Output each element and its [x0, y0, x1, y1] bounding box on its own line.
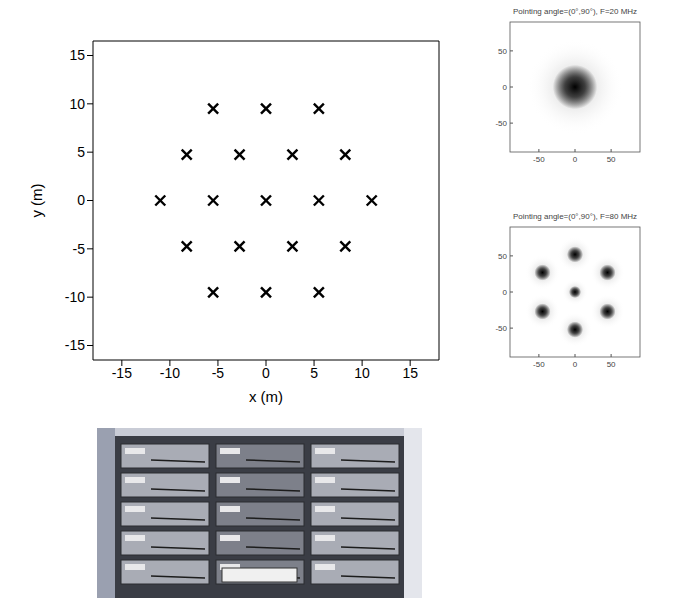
- svg-text:0: 0: [503, 83, 508, 92]
- svg-text:-15: -15: [65, 337, 85, 353]
- svg-text:Pointing angle=(0°,90°), F=20: Pointing angle=(0°,90°), F=20 MHz: [513, 7, 637, 16]
- svg-text:-50: -50: [533, 155, 545, 164]
- svg-text:-10: -10: [65, 289, 85, 305]
- svg-text:-50: -50: [495, 324, 507, 333]
- svg-text:0: 0: [573, 360, 578, 369]
- svg-text:-5: -5: [212, 365, 225, 381]
- svg-text:15: 15: [402, 365, 418, 381]
- svg-text:10: 10: [354, 365, 370, 381]
- svg-text:y (m): y (m): [28, 183, 45, 217]
- svg-text:0: 0: [77, 192, 85, 208]
- svg-text:10: 10: [69, 96, 85, 112]
- svg-text:0: 0: [262, 365, 270, 381]
- svg-text:15: 15: [69, 47, 85, 63]
- svg-text:-10: -10: [160, 365, 180, 381]
- svg-text:-15: -15: [112, 365, 132, 381]
- svg-text:0: 0: [573, 155, 578, 164]
- svg-text:-50: -50: [533, 360, 545, 369]
- svg-text:50: 50: [498, 252, 507, 261]
- svg-text:-5: -5: [73, 241, 86, 257]
- svg-text:5: 5: [77, 144, 85, 160]
- svg-text:-50: -50: [495, 119, 507, 128]
- svg-text:50: 50: [607, 155, 616, 164]
- svg-text:0: 0: [503, 288, 508, 297]
- svg-text:50: 50: [498, 47, 507, 56]
- svg-text:Pointing angle=(0°,90°), F=80: Pointing angle=(0°,90°), F=80 MHz: [513, 212, 637, 221]
- svg-text:x (m): x (m): [249, 388, 283, 405]
- svg-text:50: 50: [607, 360, 616, 369]
- svg-text:5: 5: [310, 365, 318, 381]
